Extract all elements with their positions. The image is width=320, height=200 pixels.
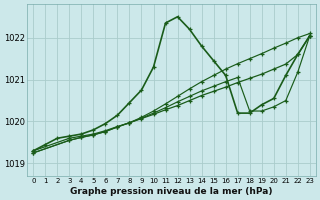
X-axis label: Graphe pression niveau de la mer (hPa): Graphe pression niveau de la mer (hPa) [70,187,273,196]
